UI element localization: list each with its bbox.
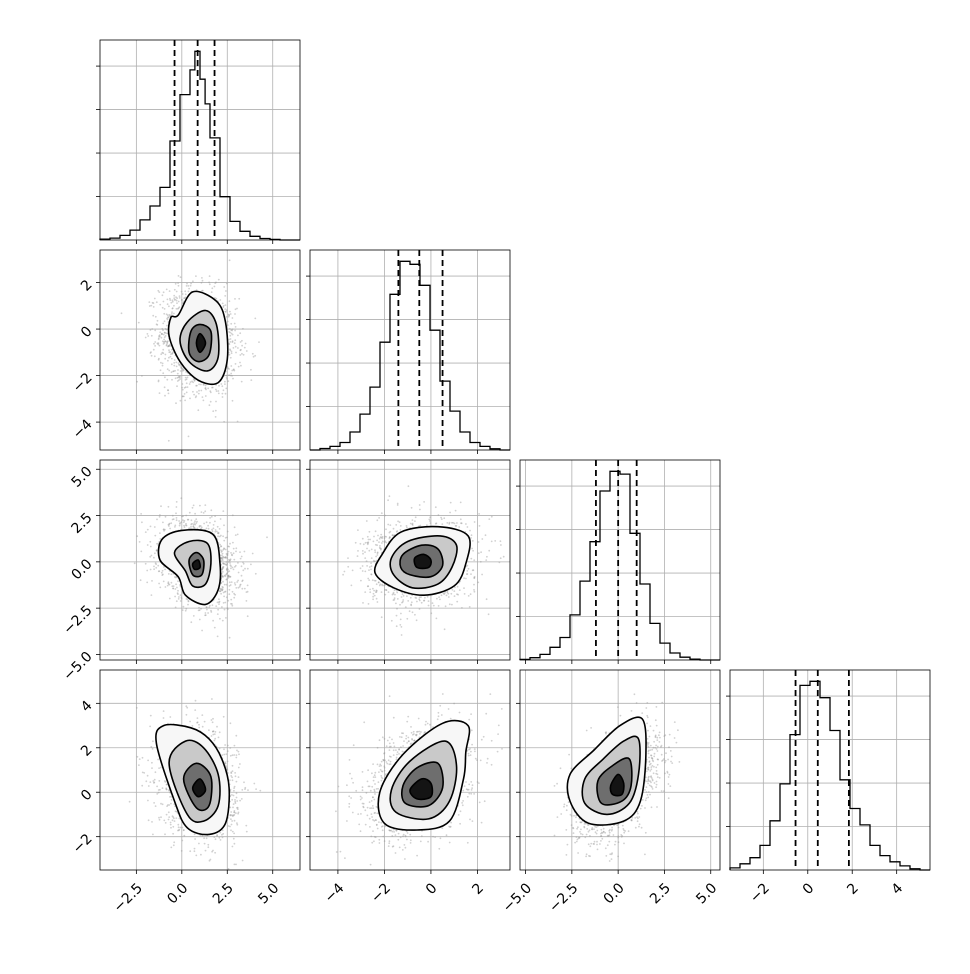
panel-frame	[310, 250, 510, 450]
pair-panel-1-2	[96, 250, 300, 454]
x-tick-label: 2	[844, 880, 862, 898]
x-tick-label: −2.5	[546, 880, 581, 915]
x-tick-label: 5.0	[255, 880, 282, 907]
x-tick-label: 5.0	[693, 880, 720, 907]
y-tick-label: 5.0	[69, 464, 96, 491]
y-tick-label: 2	[78, 277, 96, 295]
histogram-panel-1	[96, 40, 300, 240]
x-tick-label: −2	[368, 880, 394, 906]
y-tick-label: 4	[78, 698, 96, 716]
y-tick-label: −4	[70, 416, 96, 442]
y-tick-label: 0	[78, 787, 96, 805]
x-tick-label: −5.0	[500, 880, 535, 915]
panel-content	[134, 497, 268, 638]
histogram-step	[310, 261, 510, 450]
pair-panel-2-4	[306, 670, 510, 874]
x-tick-label: 0.0	[164, 880, 191, 907]
x-tick-label: −4	[322, 880, 348, 906]
y-tick-label: 2.5	[69, 510, 96, 537]
panel-frame	[520, 460, 720, 660]
histogram-step	[520, 471, 720, 660]
histogram-panel-4	[726, 670, 930, 870]
panel-content	[554, 693, 681, 885]
y-tick-label: 0.0	[69, 556, 96, 583]
panel-content	[342, 485, 504, 636]
histogram-step	[730, 681, 930, 870]
panel-content	[121, 259, 260, 441]
y-tick-label: 0	[78, 323, 96, 341]
histogram-panel-3	[516, 460, 720, 660]
histogram-panel-2	[306, 250, 510, 450]
pair-panel-1-3	[96, 460, 300, 664]
x-tick-label: −2.5	[111, 880, 146, 915]
y-tick-label: −2	[70, 831, 96, 857]
x-tick-label: −2	[747, 880, 773, 906]
histogram-step	[100, 51, 300, 240]
x-tick-label: 2	[469, 880, 487, 898]
x-tick-label: 4	[889, 880, 907, 898]
panel-content	[129, 698, 261, 872]
x-tick-label: 0	[800, 880, 818, 898]
x-tick-label: 0	[423, 880, 441, 898]
y-tick-label: −5.0	[60, 649, 95, 684]
x-tick-label: 2.5	[210, 880, 237, 907]
y-tick-label: −2.5	[60, 602, 95, 637]
pair-panel-3-4	[516, 670, 720, 886]
x-tick-label: 2.5	[647, 880, 674, 907]
pair-panel-2-3	[306, 460, 510, 664]
y-tick-label: −2	[70, 370, 96, 396]
pair-panel-1-4	[96, 670, 300, 874]
x-tick-label: 0.0	[601, 880, 628, 907]
y-tick-label: 2	[78, 742, 96, 760]
